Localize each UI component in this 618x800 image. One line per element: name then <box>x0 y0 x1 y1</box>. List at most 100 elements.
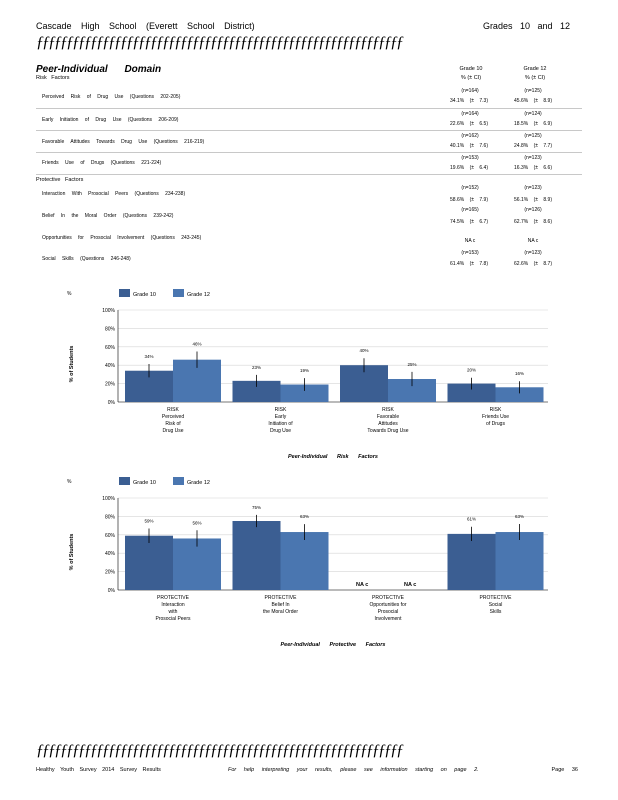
table-cell-value: 61.4% (± 7.8) <box>450 261 488 267</box>
table-cell-value: 24.8% (± 7.7) <box>514 143 552 149</box>
footer-help-link[interactable]: For help interpreting your results, plea… <box>228 767 479 773</box>
x-category-label: Opportunities for <box>370 602 407 608</box>
x-category-label: Belief In <box>271 602 289 608</box>
legend-label: Grade 12 <box>187 480 210 486</box>
legend-label: Grade 10 <box>133 292 156 298</box>
table-cell-value: 56.1% (± 8.9) <box>514 197 552 203</box>
table-cell-value: 16.3% (± 6.6) <box>514 165 552 171</box>
table-cell-value: 22.6% (± 6.5) <box>450 121 488 127</box>
table-cell-n: (n=125) <box>524 88 542 94</box>
bar <box>280 532 329 590</box>
y-axis-label: % of Students <box>69 346 75 383</box>
x-category-label: PROTECTIVE <box>372 595 405 601</box>
table-cell-n: (n=123) <box>524 250 542 256</box>
table-cell-value: 58.6% (± 7.9) <box>450 197 488 203</box>
bar-value-label: 63% <box>515 514 524 519</box>
x-category-label: Risk of <box>165 421 181 427</box>
y-tick-label: 0% <box>108 400 116 406</box>
legend-swatch <box>173 289 184 297</box>
legend-swatch <box>119 477 130 485</box>
domain-title: Peer-Individual Domain <box>36 64 162 75</box>
x-category-label: PROTECTIVE <box>480 595 513 601</box>
table-cell-value: 62.7% (± 8.6) <box>514 219 552 225</box>
table-cell-n: (n=124) <box>524 111 542 117</box>
table-cell-value: 62.6% (± 8.7) <box>514 261 552 267</box>
bar <box>447 533 496 590</box>
protective-factors-chart: Grade 10 Grade 12 % of Students% 0% 20% 40% 60… <box>67 477 548 648</box>
row-divider <box>36 130 582 131</box>
bar-value-label: 23% <box>252 365 261 370</box>
bar <box>125 535 173 590</box>
bar <box>173 538 221 590</box>
bar-value-label: 59% <box>144 518 153 523</box>
x-category-label: Initiation of <box>268 421 293 427</box>
bar <box>232 380 281 402</box>
legend-label: Grade 10 <box>133 480 156 486</box>
table-cell-value: 74.5% (± 6.7) <box>450 219 488 225</box>
x-category-label: Favorable <box>377 414 399 420</box>
x-category-label: Interaction <box>161 602 185 608</box>
table-cell-n: (n=125) <box>524 133 542 139</box>
risk-factors-chart: Grade 10 Grade 12 % of Students% 0% 20% 40% 60… <box>67 289 548 460</box>
y-axis-label-glyph: % <box>67 291 72 297</box>
y-tick-label: 20% <box>105 382 116 388</box>
grade10-column-sub: % (± CI) <box>460 75 482 81</box>
bar-na-label: NA c <box>404 582 416 588</box>
table-cell-n: (n=126) <box>524 207 542 213</box>
row-divider <box>36 152 582 153</box>
x-category-label: PROTECTIVE <box>265 595 298 601</box>
header-rule: ƒƒƒƒƒƒƒƒƒƒƒƒƒƒƒƒƒƒƒƒƒƒƒƒƒƒƒƒƒƒƒƒƒƒƒƒƒƒƒƒ… <box>36 34 404 51</box>
y-tick-label: 100% <box>102 496 115 502</box>
legend-swatch <box>173 477 184 485</box>
row-divider <box>36 174 582 175</box>
x-category-label: Prosocial Peers <box>155 616 191 622</box>
bar-value-label: 61% <box>467 517 476 522</box>
table-row-label: Interaction With Prosocial Peers (Questi… <box>42 191 186 197</box>
bar-value-label: 20% <box>467 368 476 373</box>
bar-value-label: 46% <box>192 341 201 346</box>
table-cell-n: NA c <box>527 238 539 244</box>
footer-rule: ƒƒƒƒƒƒƒƒƒƒƒƒƒƒƒƒƒƒƒƒƒƒƒƒƒƒƒƒƒƒƒƒƒƒƒƒƒƒƒƒ… <box>36 742 404 759</box>
table-cell-n: (n=153) <box>461 250 479 256</box>
risk-factors-heading: Risk Factors <box>36 75 70 81</box>
legend-swatch <box>119 289 130 297</box>
bar-value-label: 63% <box>300 514 309 519</box>
x-axis-title: Peer-Individual Protective Factors <box>281 642 386 648</box>
table-cell-n: (n=153) <box>461 155 479 161</box>
x-category-label: Early <box>275 414 287 420</box>
y-tick-label: 100% <box>102 308 115 314</box>
bar <box>495 387 544 402</box>
x-category-label: Drug Use <box>270 428 291 434</box>
bar <box>232 521 281 590</box>
protective-factors-heading: Protective Factors <box>36 177 84 183</box>
table-row-label: Belief In the Moral Order (Questions 239… <box>42 213 174 219</box>
x-category-label: the Moral Order <box>263 609 298 615</box>
bar <box>280 384 329 402</box>
grades-label: Grades 10 and 12 <box>482 21 570 31</box>
table-cell-value: 45.6% (± 8.9) <box>514 98 552 104</box>
x-category-label: of Drugs <box>486 421 505 427</box>
row-divider <box>36 108 582 109</box>
table-cell-n: (n=152) <box>461 185 479 191</box>
y-tick-label: 40% <box>105 363 116 369</box>
x-category-label: with <box>169 609 178 615</box>
x-category-label: Skills <box>490 609 502 615</box>
table-row-label: Social Skills (Questions 246-248) <box>42 256 131 262</box>
x-axis-title: Peer-Individual Risk Factors <box>288 454 378 460</box>
x-category-label: RISK <box>490 407 502 413</box>
x-category-label: RISK <box>275 407 287 413</box>
x-category-label: Drug Use <box>162 428 183 434</box>
table-cell-value: 40.1% (± 7.6) <box>450 143 488 149</box>
x-category-label: Prosocial <box>378 609 399 615</box>
table-row-label: Early Initiation of Drug Use (Questions … <box>42 117 179 123</box>
x-category-label: Attitudes <box>378 421 398 427</box>
bar <box>495 532 544 590</box>
footer-survey-title: Healthy Youth Survey 2014 Survey Results <box>36 767 161 773</box>
grade10-column-title: Grade 10 <box>459 66 483 72</box>
table-cell-n: (n=164) <box>461 111 479 117</box>
x-category-label: PROTECTIVE <box>157 595 190 601</box>
table-cell-n: (n=164) <box>461 88 479 94</box>
y-tick-label: 20% <box>105 570 116 576</box>
table-cell-value: 34.1% (± 7.3) <box>450 98 488 104</box>
x-category-label: Perceived <box>162 414 184 420</box>
